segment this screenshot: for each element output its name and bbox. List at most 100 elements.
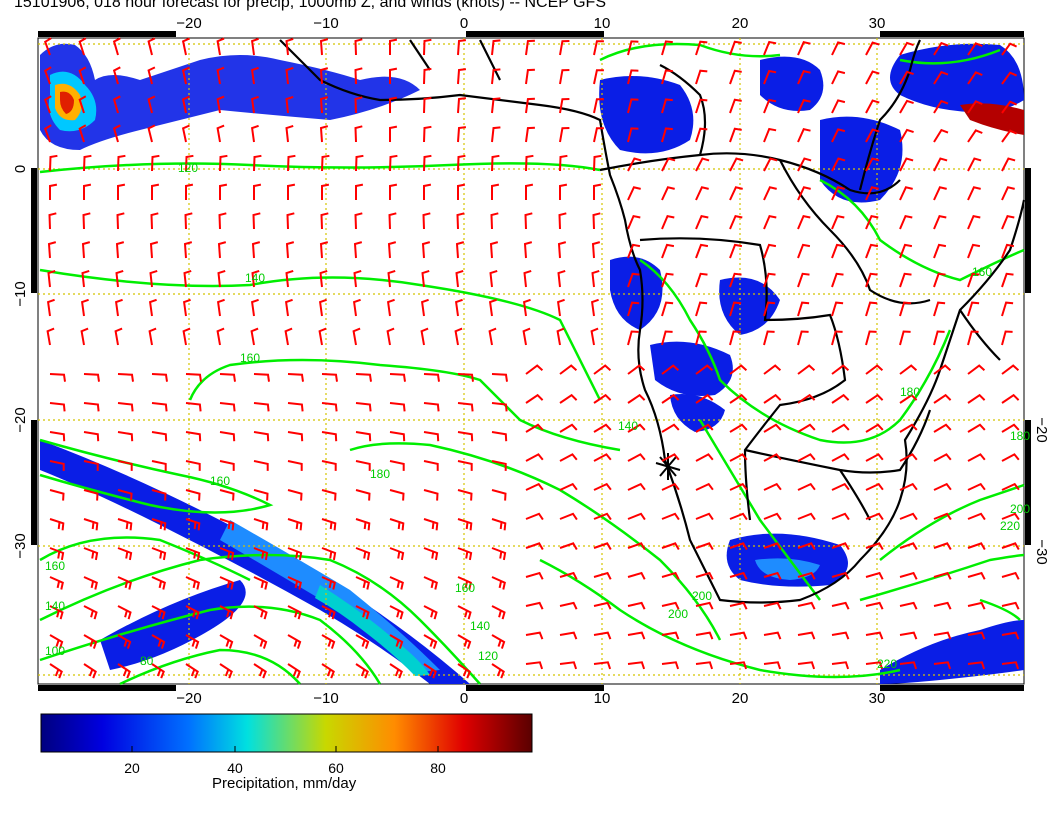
wind-barb-icon (488, 327, 497, 346)
wind-barb-icon (389, 96, 398, 113)
wind-barb-icon (318, 298, 327, 317)
wind-barb-icon (797, 301, 810, 317)
wind-barb-icon (423, 634, 438, 649)
wind-barb-icon (149, 269, 158, 288)
wind-barb-icon (933, 157, 948, 172)
wind-barb-icon (80, 327, 89, 346)
wind-barb-icon (559, 69, 570, 85)
wind-barb-icon (355, 547, 371, 561)
wind-barb-icon (831, 601, 850, 610)
lat-ticks-right: −20 −30 (1033, 417, 1050, 564)
wind-barb-icon (729, 512, 748, 521)
wind-barb-icon (420, 298, 429, 317)
contour-label: 180 (900, 385, 920, 399)
wind-barb-icon (899, 631, 918, 640)
wind-barb-icon (695, 272, 708, 288)
wind-barb-icon (763, 364, 782, 375)
wind-barb-icon (831, 393, 850, 404)
wind-barb-icon (865, 631, 884, 640)
wind-barb-icon (899, 330, 911, 346)
wind-barb-icon (389, 634, 404, 649)
wind-barb-icon (865, 601, 884, 610)
wind-barb-icon (1001, 157, 1016, 172)
wind-barb-icon (967, 71, 983, 85)
wind-barb-icon (763, 214, 777, 230)
wind-barb-icon (661, 423, 680, 433)
wind-barb-icon (321, 183, 330, 200)
colorbar-tick: 40 (227, 760, 243, 776)
wind-barb-icon (899, 186, 913, 201)
wind-barb-icon (321, 547, 337, 561)
wind-barb-icon (287, 518, 303, 531)
wind-barb-icon (355, 518, 371, 531)
wind-barb-icon (250, 327, 259, 346)
wind-barb-icon (831, 41, 846, 56)
wind-barb-icon (593, 364, 612, 375)
wind-barb-icon (899, 393, 918, 404)
wind-barb-icon (151, 183, 160, 200)
wind-barb-icon (319, 125, 329, 143)
wind-barb-icon (865, 128, 880, 143)
wind-barb-icon (185, 547, 201, 561)
wind-barb-icon (695, 393, 714, 404)
wind-barb-icon (389, 373, 406, 382)
wind-barb-icon (43, 37, 52, 56)
wind-barb-icon (181, 37, 190, 56)
wind-barb-icon (285, 269, 294, 288)
wind-barb-icon (321, 431, 338, 442)
wind-barb-icon (627, 482, 646, 491)
wind-barb-icon (219, 460, 235, 471)
contour-label: 160 (455, 581, 475, 595)
wind-barb-icon (49, 547, 65, 561)
wind-barb-icon (831, 70, 846, 85)
wind-barb-icon (83, 489, 99, 501)
wind-barb-icon (967, 42, 983, 56)
wind-barb-icon (46, 327, 55, 346)
wind-barb-icon (253, 605, 268, 620)
wind-barb-icon (967, 364, 986, 375)
wind-barb-icon (933, 512, 952, 521)
wind-barb-icon (627, 98, 639, 114)
wind-barb-icon (491, 605, 506, 620)
wind-barb-icon (899, 99, 914, 114)
wind-barb-icon (1001, 542, 1020, 551)
wind-barb-icon (593, 183, 602, 200)
wind-barb-icon (525, 482, 544, 491)
wind-barb-icon (455, 241, 465, 259)
wind-barb-icon (1001, 482, 1020, 491)
wind-barb-icon (219, 489, 235, 501)
lon-tick: −20 (176, 15, 201, 32)
wind-barb-icon (1001, 512, 1020, 521)
wind-barb-icon (491, 154, 500, 172)
wind-barb-icon (321, 402, 338, 412)
wind-barb-icon (593, 542, 612, 551)
wind-barb-icon (457, 634, 472, 649)
wind-barb-icon (219, 605, 234, 620)
wind-barb-icon (151, 402, 168, 412)
wind-barb-icon (865, 542, 884, 551)
wind-barb-icon (491, 634, 506, 649)
wind-barb-icon (147, 95, 156, 114)
wind-barb-icon (729, 243, 743, 259)
wind-barb-icon (491, 126, 501, 143)
wind-barb-icon (593, 453, 612, 462)
wind-barb-icon (1001, 186, 1015, 201)
wind-barb-icon (763, 40, 777, 56)
wind-barb-icon (967, 100, 983, 114)
wind-barb-icon (286, 212, 295, 230)
wind-barb-icon (797, 571, 816, 580)
wind-barb-icon (389, 489, 405, 501)
wind-barb-icon (185, 373, 202, 382)
wind-barb-icon (112, 124, 121, 143)
colorbar-ticks (131, 746, 439, 752)
wind-barb-icon (797, 243, 811, 259)
wind-barb-icon (43, 66, 52, 85)
lon-tick: 10 (594, 690, 611, 707)
wind-barb-icon (899, 453, 918, 462)
wind-barb-icon (661, 601, 680, 610)
wind-barb-icon (593, 127, 604, 143)
wind-barb-icon (489, 269, 498, 288)
wind-barb-icon (525, 512, 544, 521)
wind-barb-icon (183, 241, 193, 259)
wind-barb-icon (831, 631, 850, 640)
